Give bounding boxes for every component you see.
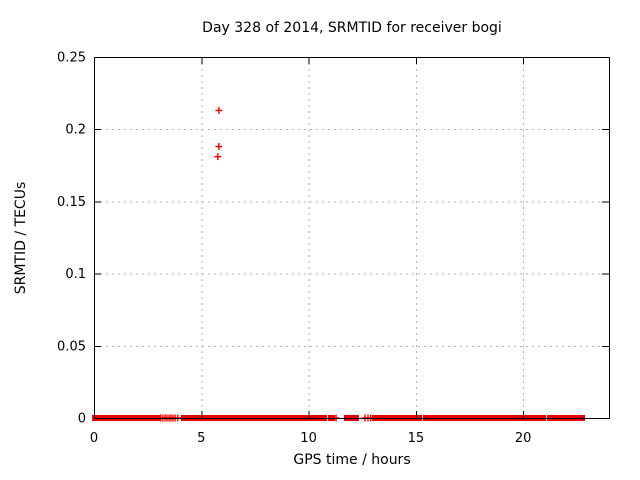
data-point-marker <box>215 143 223 151</box>
y-tick-label: 0 <box>78 412 86 427</box>
y-tick-label: 0.1 <box>65 267 86 282</box>
x-tick-label: 20 <box>515 431 532 446</box>
x-tick-label: 15 <box>408 431 425 446</box>
plot-border <box>94 57 610 419</box>
y-tick-label: 0.2 <box>65 123 86 138</box>
x-axis-label: GPS time / hours <box>293 452 411 468</box>
y-tick-label: 0.05 <box>57 339 86 354</box>
x-tick-label: 5 <box>197 431 205 446</box>
x-tick-label: 0 <box>90 431 98 446</box>
y-tick-label: 0.25 <box>57 51 86 66</box>
data-point-marker <box>215 106 223 114</box>
y-tick-label: 0.15 <box>57 195 86 210</box>
data-point-marker <box>214 153 222 161</box>
x-tick-label: 10 <box>300 431 317 446</box>
chart-title: Day 328 of 2014, SRMTID for receiver bog… <box>202 20 502 36</box>
